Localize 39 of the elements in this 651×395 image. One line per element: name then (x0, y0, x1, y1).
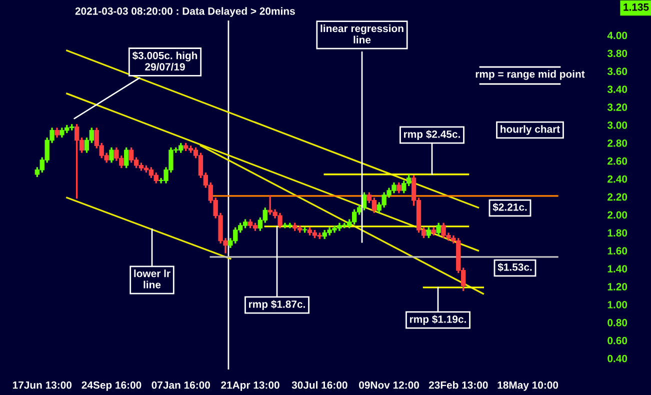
y-tick-label: 0.60 (608, 336, 628, 344)
y-tick-label: 3.80 (607, 50, 628, 58)
x-tick-label: 17Jun 13:00 (12, 381, 72, 389)
y-tick-label: 2.60 (608, 157, 628, 165)
chart-title: 2021-03-03 08:20:00 : Data Delayed > 20mins (75, 7, 295, 17)
x-tick-label: 07Jan 16:00 (152, 381, 210, 389)
annotation: hourly chart (500, 125, 560, 135)
x-tick-label: 09Nov 12:00 (359, 381, 420, 389)
y-tick-label: 1.60 (608, 247, 628, 255)
y-tick-label: 1.80 (608, 229, 628, 237)
x-tick-label: 21Apr 13:00 (221, 381, 280, 391)
y-tick-label: 2.00 (608, 211, 628, 219)
y-tick-label: 0.40 (608, 354, 628, 362)
x-tick-label: 18May 10:00 (498, 381, 558, 391)
text: 1.135 (624, 3, 649, 11)
y-tick-label: 3.60 (607, 68, 628, 76)
y-tick-label: 2.80 (608, 139, 628, 147)
y-tick-label: 4.00 (607, 32, 628, 40)
y-tick-label: 2.20 (608, 193, 628, 201)
annotation: linear regression line (320, 24, 404, 44)
annotation: $1.53c. (498, 262, 532, 272)
x-tick-label: 23Feb 13:00 (428, 381, 488, 389)
annotation: $2.21c. (492, 202, 527, 212)
y-tick-label: 0.80 (608, 318, 628, 326)
annotation: rmp $1.87c. (249, 300, 305, 310)
annotation: rmp $1.19c. (410, 315, 466, 325)
y-tick-label: 2.40 (608, 175, 628, 183)
y-tick-label: 3.00 (607, 122, 628, 129)
y-tick-label: 3.40 (607, 86, 628, 93)
annotation: rmp $2.45c. (404, 130, 460, 140)
y-tick-label: 1.00 (608, 300, 628, 308)
x-tick-label: 30Jul 16:00 (292, 381, 348, 389)
x-tick-label: 24Sep 16:00 (82, 381, 142, 391)
annotation: rmp = range mid point (476, 70, 585, 80)
annotation: lower lr line (134, 270, 170, 288)
y-tick-label: 1.20 (608, 283, 628, 290)
y-tick-label: 3.20 (607, 104, 628, 111)
y-tick-label: 1.40 (608, 265, 628, 272)
annotation: $3.005c. high 29/07/19 (132, 51, 198, 71)
